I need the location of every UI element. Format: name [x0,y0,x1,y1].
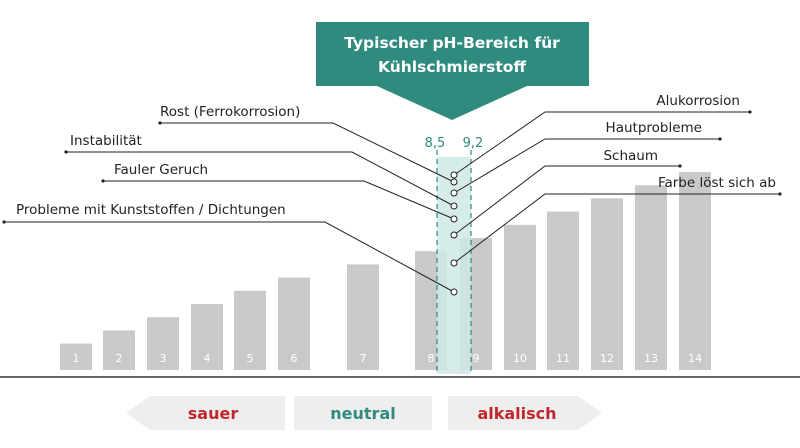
label-farbe: Farbe löst sich ab [658,175,776,191]
tick-label-3: 3 [160,352,167,365]
label-instabilitaet: Instabilität [70,133,142,149]
banner-title-line2: Kühlschmierstoff [378,58,526,76]
range-low-label: 8,5 [425,136,446,151]
tick-label-4: 4 [204,352,211,365]
label-neutral: neutral [330,404,395,423]
neutral-arrow [294,396,432,430]
leader-lines [4,111,780,293]
range-high-label: 9,2 [463,136,484,151]
bar-ph-6 [278,277,310,370]
dot-rost [450,178,458,186]
label-hautprobleme: Hautprobleme [606,120,702,136]
bar-ph-14 [679,172,711,370]
leader-end-mark [718,137,722,141]
tick-label-13: 13 [644,352,658,365]
bar-ph-1 [60,343,92,370]
dot-instabilitaet [450,202,458,210]
label-sauer: sauer [188,404,239,423]
dot-alukorrosion [450,171,458,179]
tick-label-7: 7 [360,352,367,365]
leader-fauler-geruch [103,180,455,220]
dot-farbe [450,259,458,267]
bar-ph-7 [347,264,379,370]
tick-label-11: 11 [556,352,570,365]
bar-ph-3 [147,317,179,370]
label-kunststoffe: Probleme mit Kunststoffen / Dichtungen [16,202,286,218]
label-alkalisch: alkalisch [477,404,556,423]
dot-fauler-geruch [450,215,458,223]
tick-label-9: 9 [473,352,480,365]
leader-kunststoffe [4,221,455,293]
leader-schaum [453,165,680,236]
label-alukorrosion: Alukorrosion [656,93,740,109]
bar-ph-10 [504,224,536,370]
label-fauler-geruch: Fauler Geruch [114,162,208,178]
leader-end-mark [678,164,682,168]
leader-farbe [453,193,780,264]
label-rost: Rost (Ferrokorrosion) [160,104,300,120]
bar-ph-4 [191,304,223,370]
label-schaum: Schaum [603,148,658,164]
leader-end-mark [778,192,782,196]
leader-end-marks [2,110,782,224]
tick-label-2: 2 [116,352,123,365]
banner-title-line1: Typischer pH-Bereich für [344,34,560,52]
tick-label-6: 6 [291,352,298,365]
leader-end-mark [101,179,105,183]
bar-ph-11 [547,211,579,370]
tick-label-5: 5 [247,352,254,365]
alkaline-arrow [448,396,602,430]
tick-label-12: 12 [600,352,614,365]
dot-schaum [450,231,458,239]
ph-scale: sauer neutral alkalisch [126,396,602,430]
leader-end-mark [158,121,162,125]
tick-label-1: 1 [73,352,80,365]
bar-ph-2 [103,330,135,370]
bars-group: 1 2 3 4 5 6 7 8 9 10 11 12 13 14 [60,172,711,370]
tick-label-10: 10 [513,352,527,365]
leader-end-mark [2,220,6,224]
dot-hautprobleme [450,189,458,197]
bar-ph-13 [635,185,667,370]
tick-label-8: 8 [428,352,435,365]
dot-kunststoffe [450,288,458,296]
banner-arrow-shape [316,22,589,120]
bar-ph-12 [591,198,623,370]
bar-ph-5 [234,290,266,370]
leader-hautprobleme [453,138,720,194]
leader-end-mark [64,150,68,154]
acid-arrow [126,396,285,430]
leader-end-mark [748,110,752,114]
leader-dots [450,171,458,296]
leader-rost [160,122,455,183]
leader-instabilitaet [66,151,455,207]
leader-alukorrosion [453,111,750,176]
banner: Typischer pH-Bereich für Kühlschmierstof… [316,22,589,120]
tick-label-14: 14 [688,352,702,365]
